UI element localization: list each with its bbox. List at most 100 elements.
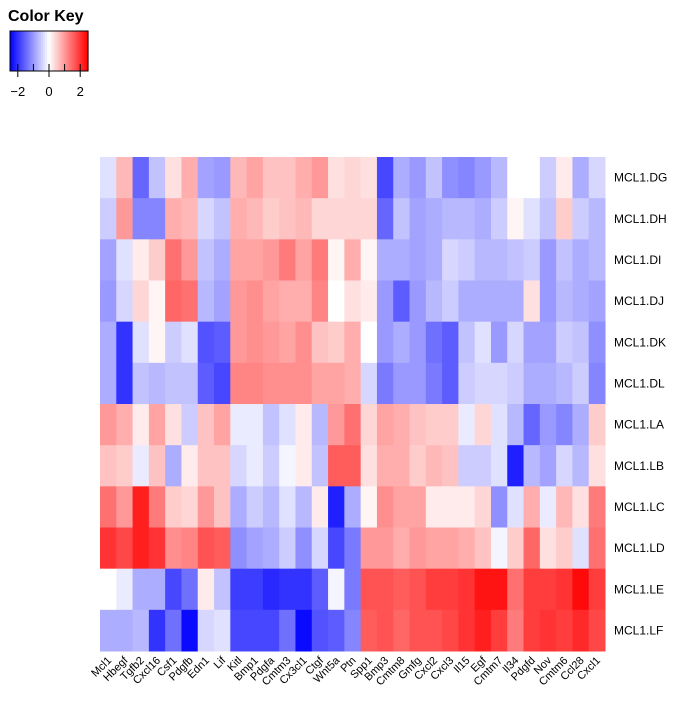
heatmap-cell — [116, 198, 134, 240]
heatmap-cell — [295, 157, 313, 199]
heatmap-cell — [458, 445, 476, 487]
heatmap-cell — [376, 239, 394, 281]
heatmap-cell — [425, 362, 443, 405]
heatmap-cell — [539, 404, 557, 446]
column-label: Lif — [212, 654, 229, 671]
heatmap-cell — [588, 527, 606, 570]
heatmap-cell — [507, 321, 525, 364]
heatmap-cell — [246, 445, 264, 487]
heatmap-cell — [262, 609, 280, 652]
heatmap-cell — [409, 362, 427, 405]
color-key-step — [80, 31, 83, 71]
heatmap-cell — [311, 445, 329, 487]
heatmap-cell — [295, 239, 313, 281]
heatmap-cell — [539, 486, 557, 528]
color-key-step — [47, 31, 50, 71]
row-label: MCL1.LC — [614, 500, 665, 514]
heatmap-cell — [246, 157, 264, 199]
row-label: MCL1.DI — [614, 253, 661, 267]
heatmap-cell — [279, 404, 296, 446]
heatmap-cell — [490, 280, 508, 323]
heatmap-cell — [197, 280, 215, 323]
heatmap-cell — [409, 321, 427, 364]
heatmap-cell — [344, 157, 362, 199]
heatmap-cell — [197, 157, 215, 199]
heatmap-cell — [165, 568, 182, 611]
heatmap-cell — [214, 321, 231, 364]
heatmap-cell — [295, 321, 313, 364]
heatmap-cell — [490, 486, 508, 528]
heatmap-cell — [442, 404, 459, 446]
heatmap-cell — [116, 527, 134, 570]
heatmap-cell — [425, 568, 443, 611]
heatmap-cell — [328, 404, 345, 446]
heatmap-cell — [474, 321, 492, 364]
heatmap-cell — [539, 527, 557, 570]
color-key-axis: −2 0 2 — [10, 64, 84, 99]
heatmap-cell — [148, 527, 166, 570]
heatmap-cell — [230, 445, 248, 487]
row-label: MCL1.DG — [614, 171, 667, 185]
heatmap-cell — [100, 568, 117, 611]
heatmap-cell — [393, 362, 411, 405]
heatmap-cell — [181, 486, 199, 528]
heatmap-cell — [376, 486, 394, 528]
heatmap-cell — [474, 486, 492, 528]
heatmap-cell — [116, 321, 134, 364]
heatmap-cell — [507, 239, 525, 281]
color-key-step — [25, 31, 29, 71]
heatmap-cell — [344, 280, 362, 323]
heatmap-cell — [279, 527, 296, 570]
heatmap-cell — [230, 527, 248, 570]
heatmap-cell — [425, 527, 443, 570]
heatmap-cell — [572, 527, 590, 570]
heatmap-cell — [572, 239, 590, 281]
color-key-step — [72, 31, 75, 71]
heatmap-cell — [523, 321, 541, 364]
heatmap-cell — [262, 568, 280, 611]
heatmap-cell — [458, 198, 476, 240]
heatmap-cell — [409, 568, 427, 611]
heatmap-cell — [246, 486, 264, 528]
heatmap-cell — [458, 568, 476, 611]
heatmap-cell — [425, 445, 443, 487]
heatmap-cell — [588, 157, 606, 199]
heatmap-cell — [148, 568, 166, 611]
heatmap-cell — [360, 445, 378, 487]
row-labels: MCL1.DG MCL1.DH MCL1.DI MCL1.DJ MCL1.DK MCL1.… — [614, 171, 667, 638]
heatmap-cell — [100, 321, 117, 364]
heatmap-cell — [393, 198, 411, 240]
heatmap-cell — [523, 568, 541, 611]
heatmap-cell — [588, 609, 606, 652]
heatmap-cell — [295, 568, 313, 611]
heatmap-cell — [230, 404, 248, 446]
heatmap-cell — [165, 239, 182, 281]
heatmap-cell — [132, 445, 150, 487]
heatmap-cell — [148, 198, 166, 240]
heatmap-cell — [539, 568, 557, 611]
heatmap-cell — [148, 609, 166, 652]
heatmap-cell — [442, 486, 459, 528]
color-key-step — [86, 31, 89, 71]
heatmap-cell — [409, 198, 427, 240]
heatmap-cell — [148, 321, 166, 364]
heatmap-cell — [539, 280, 557, 323]
heatmap-cell — [148, 239, 166, 281]
heatmap-cell — [393, 157, 411, 199]
color-key-step — [54, 31, 58, 71]
heatmap-cell — [588, 404, 606, 446]
color-key-step — [10, 31, 13, 71]
heatmap-cell — [409, 157, 427, 199]
heatmap-cell — [458, 404, 476, 446]
heatmap-cell — [572, 568, 590, 611]
heatmap-cell — [523, 280, 541, 323]
heatmap-cell — [442, 157, 459, 199]
color-key-step — [84, 31, 87, 71]
heatmap-cell — [490, 198, 508, 240]
heatmap-cell — [425, 239, 443, 281]
heatmap-cell — [507, 486, 525, 528]
heatmap-cell — [572, 404, 590, 446]
heatmap-cell — [100, 404, 117, 446]
heatmap-cell — [246, 362, 264, 405]
heatmap-cell — [409, 609, 427, 652]
